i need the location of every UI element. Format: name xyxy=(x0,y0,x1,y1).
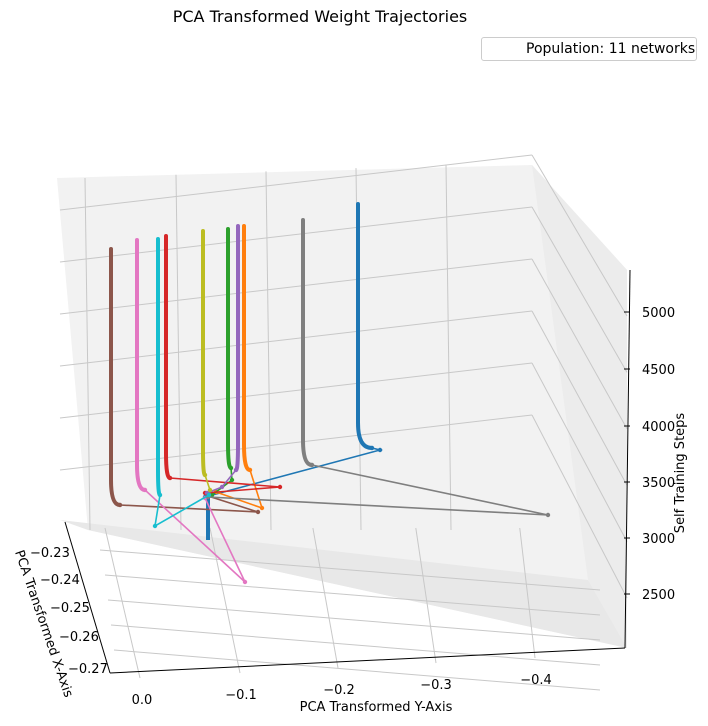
trajectory-point xyxy=(219,484,225,490)
trajectory-approach xyxy=(204,474,211,491)
trajectory-series xyxy=(135,238,248,585)
trajectory-point xyxy=(377,447,383,453)
trajectory-point xyxy=(228,465,234,471)
x-tick-label: −0.26 xyxy=(59,630,99,645)
trajectory-point xyxy=(277,484,283,490)
trajectory-point xyxy=(259,505,265,511)
trajectory-vertical xyxy=(201,229,207,477)
trajectories xyxy=(109,202,551,585)
trajectory-series xyxy=(209,227,235,498)
trajectory-series xyxy=(201,229,213,493)
trajectory-point xyxy=(207,487,213,493)
z-tick-label: 3000 xyxy=(642,532,675,547)
y-tick-label: −0.3 xyxy=(420,678,452,693)
z-tick-label: 4500 xyxy=(642,363,675,378)
z-axis-label: Self Training Steps xyxy=(673,413,688,534)
trajectory-vertical xyxy=(356,202,374,450)
back-pane-left xyxy=(57,165,627,648)
y-tick-label: −0.2 xyxy=(323,683,355,698)
trajectory-point xyxy=(142,487,148,493)
x-tick-label: −0.23 xyxy=(30,546,70,561)
back-pane-right xyxy=(532,165,627,648)
z-tick-label: 3500 xyxy=(642,476,675,491)
trajectory-point xyxy=(229,477,235,483)
chart-title: PCA Transformed Weight Trajectories xyxy=(173,7,468,26)
trajectory-point xyxy=(309,462,315,468)
z-tick-label: 4000 xyxy=(642,420,675,435)
trajectory-point xyxy=(233,467,239,473)
trajectory-series xyxy=(213,224,265,511)
trajectory-vertical xyxy=(156,237,162,497)
trajectory-point xyxy=(369,445,375,451)
trajectory-point xyxy=(206,492,212,498)
z-tick-label: 5000 xyxy=(642,306,675,321)
z-tick-label: 2500 xyxy=(642,588,675,603)
y-tick-label: 0.0 xyxy=(132,693,153,708)
y-tick-label: −0.4 xyxy=(520,673,552,688)
trajectory-point xyxy=(157,492,163,498)
floor-pane xyxy=(60,520,627,648)
trajectory-point xyxy=(117,502,123,508)
y-axis-label: PCA Transformed Y-Axis xyxy=(300,700,453,715)
x-tick-label: −0.25 xyxy=(50,601,90,616)
legend: Population: 11 networks xyxy=(481,37,697,61)
trajectory-series xyxy=(205,218,551,518)
legend-label: Population: 11 networks xyxy=(526,41,696,57)
trajectory-point xyxy=(545,512,551,518)
x-axis-label: PCA Transformed X-Axis xyxy=(11,548,76,699)
trajectory-series xyxy=(204,224,240,496)
trajectory-point xyxy=(247,467,253,473)
trajectory-series xyxy=(152,237,212,529)
trajectory-point xyxy=(167,475,173,481)
y-axis-line xyxy=(109,647,626,674)
trajectory-point xyxy=(255,509,261,515)
trajectory-point xyxy=(152,523,158,529)
x-axis-line xyxy=(64,521,111,674)
ticks: 2500 3000 3500 4000 4500 5000 0.0 −0.1 −0.2 −0.3 −… xyxy=(30,306,675,708)
y-tick-label: −0.1 xyxy=(225,688,257,703)
x-tick-label: −0.27 xyxy=(68,662,108,677)
trajectory-point xyxy=(242,579,248,585)
z-axis-line xyxy=(624,269,631,649)
trajectory-vertical xyxy=(234,224,240,472)
trajectory-point xyxy=(202,472,208,478)
x-tick-label: −0.24 xyxy=(40,573,80,588)
